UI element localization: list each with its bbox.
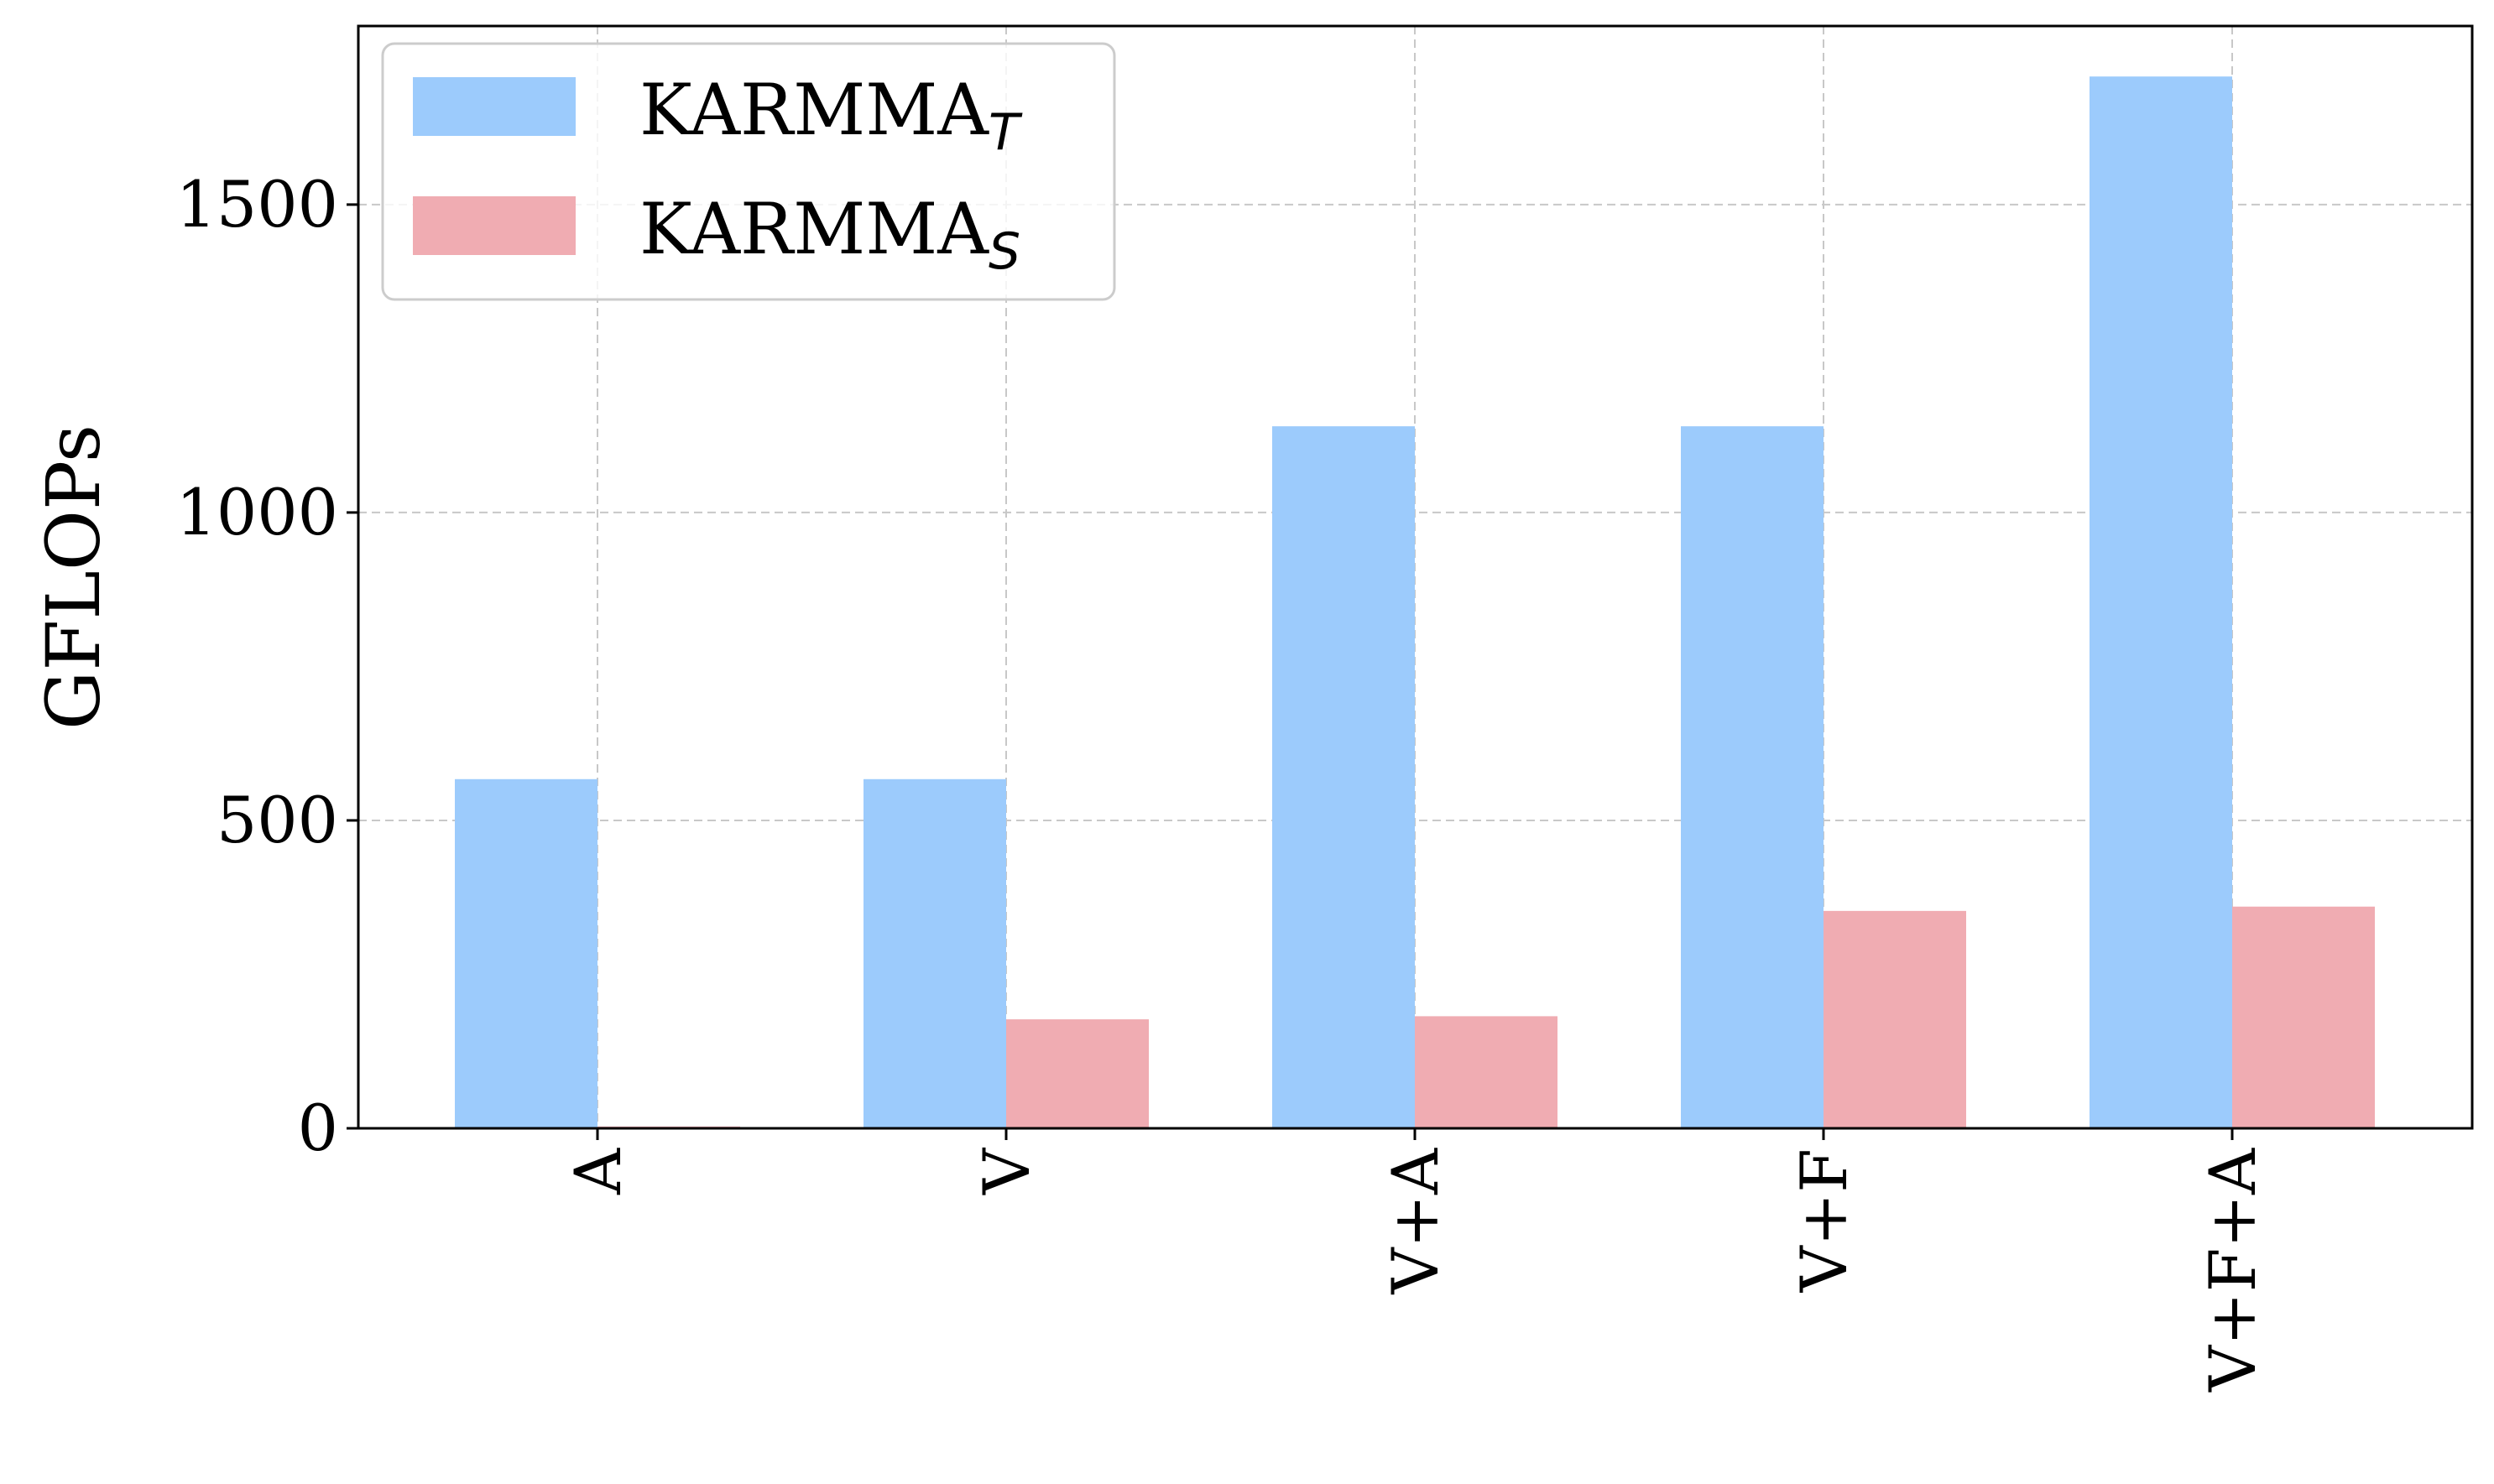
bar-karmma-t-v-f <box>1681 426 1824 1128</box>
x-tick-label: A <box>561 1148 635 1195</box>
axis-ticks: 0 500 1000 1500 A V V+A V+F V+F+A <box>176 167 2270 1393</box>
y-axis-label: GFLOPs <box>30 424 117 730</box>
legend-swatch-karmma-s <box>413 196 576 255</box>
legend-label-karmma-t: KARMMAT <box>639 69 1023 162</box>
x-tick-label: V+F+A <box>2195 1148 2270 1393</box>
x-tick-label: V <box>969 1148 1044 1195</box>
legend-label-karmma-s: KARMMAS <box>639 188 1020 281</box>
bar-karmma-s-v-f <box>1824 910 1966 1128</box>
bar-karmma-s-v <box>1006 1019 1149 1128</box>
y-tick-label: 500 <box>217 783 338 857</box>
x-tick-label: V+A <box>1378 1148 1453 1295</box>
bars <box>455 76 2375 1128</box>
x-tick-label: V+F <box>1787 1148 1861 1293</box>
legend-swatch-karmma-t <box>413 77 576 136</box>
bar-karmma-t-v-f-a <box>2090 76 2232 1128</box>
y-tick-label: 0 <box>298 1091 338 1165</box>
bar-karmma-s-v-a <box>1415 1016 1557 1128</box>
y-tick-label: 1500 <box>176 167 338 242</box>
bar-karmma-t-v-a <box>1272 426 1415 1128</box>
y-tick-label: 1000 <box>176 475 338 549</box>
bar-karmma-t-v <box>864 778 1006 1128</box>
bar-karmma-t-a <box>455 778 597 1128</box>
legend: KARMMAT KARMMAS <box>381 42 1116 301</box>
bar-karmma-s-v-f-a <box>2232 906 2375 1128</box>
